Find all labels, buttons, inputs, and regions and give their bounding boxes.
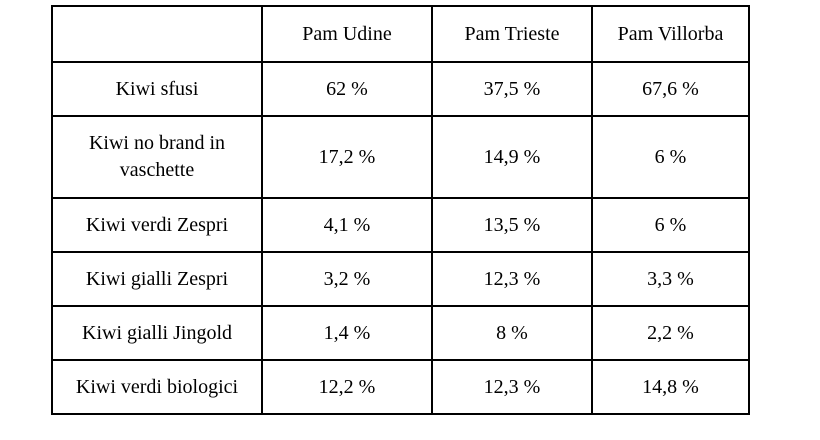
- row-label: Kiwi gialli Zespri: [52, 252, 262, 306]
- kiwi-share-table: Pam Udine Pam Trieste Pam Villorba Kiwi …: [51, 5, 750, 415]
- table-cell: 67,6 %: [592, 62, 749, 116]
- kiwi-share-table-container: Pam Udine Pam Trieste Pam Villorba Kiwi …: [51, 5, 750, 415]
- table-cell: 4,1 %: [262, 198, 432, 252]
- row-label: Kiwi gialli Jingold: [52, 306, 262, 360]
- table-cell: 2,2 %: [592, 306, 749, 360]
- table-row: Kiwi verdi biologici 12,2 % 12,3 % 14,8 …: [52, 360, 749, 414]
- table-cell: 3,3 %: [592, 252, 749, 306]
- header-cell-pam-udine: Pam Udine: [262, 6, 432, 62]
- header-corner-cell: [52, 6, 262, 62]
- table-header-row: Pam Udine Pam Trieste Pam Villorba: [52, 6, 749, 62]
- table-cell: 12,3 %: [432, 360, 592, 414]
- table-cell: 8 %: [432, 306, 592, 360]
- table-cell: 6 %: [592, 116, 749, 198]
- table-cell: 14,8 %: [592, 360, 749, 414]
- table-row: Kiwi verdi Zespri 4,1 % 13,5 % 6 %: [52, 198, 749, 252]
- row-label: Kiwi verdi Zespri: [52, 198, 262, 252]
- table-cell: 12,3 %: [432, 252, 592, 306]
- table-cell: 6 %: [592, 198, 749, 252]
- table-row: Kiwi gialli Zespri 3,2 % 12,3 % 3,3 %: [52, 252, 749, 306]
- table-cell: 3,2 %: [262, 252, 432, 306]
- table-row: Kiwi gialli Jingold 1,4 % 8 % 2,2 %: [52, 306, 749, 360]
- table-cell: 62 %: [262, 62, 432, 116]
- table-cell: 17,2 %: [262, 116, 432, 198]
- table-row: Kiwi no brand in vaschette 17,2 % 14,9 %…: [52, 116, 749, 198]
- header-cell-pam-villorba: Pam Villorba: [592, 6, 749, 62]
- header-cell-pam-trieste: Pam Trieste: [432, 6, 592, 62]
- table-cell: 13,5 %: [432, 198, 592, 252]
- table-row: Kiwi sfusi 62 % 37,5 % 67,6 %: [52, 62, 749, 116]
- table-cell: 14,9 %: [432, 116, 592, 198]
- table-cell: 12,2 %: [262, 360, 432, 414]
- row-label: Kiwi no brand in vaschette: [52, 116, 262, 198]
- row-label: Kiwi verdi biologici: [52, 360, 262, 414]
- table-cell: 1,4 %: [262, 306, 432, 360]
- row-label: Kiwi sfusi: [52, 62, 262, 116]
- table-cell: 37,5 %: [432, 62, 592, 116]
